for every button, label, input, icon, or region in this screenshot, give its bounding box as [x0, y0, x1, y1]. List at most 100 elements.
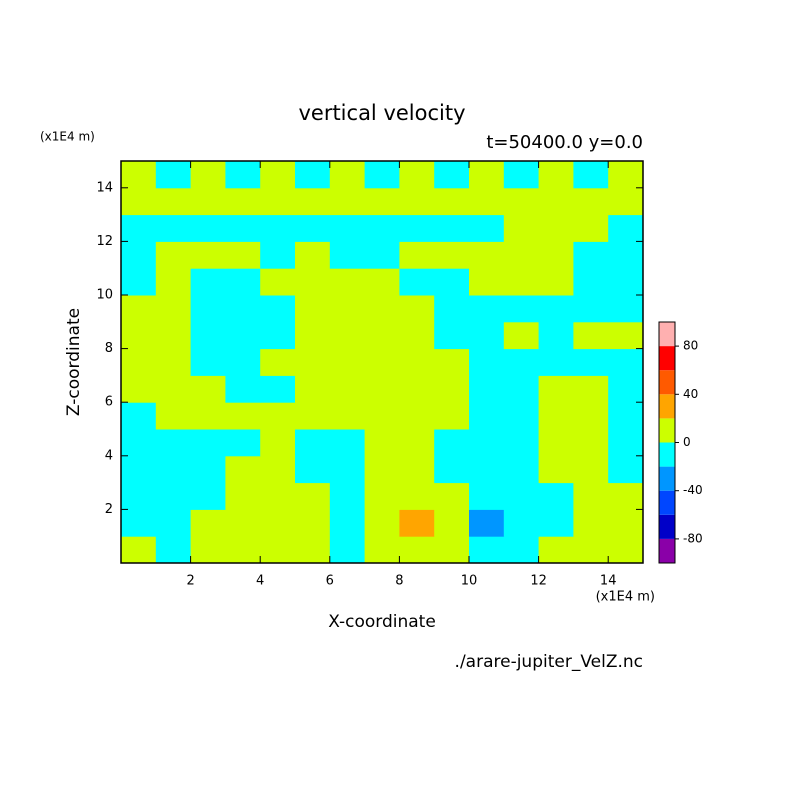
x-tick-label: 6 — [326, 574, 334, 589]
x-unit: (x1E4 m) — [596, 590, 655, 605]
y-tick-label: 6 — [105, 395, 113, 410]
contour-cell — [329, 402, 366, 430]
contour-cell — [573, 161, 609, 189]
contour-cell — [434, 536, 470, 564]
contour-cell — [364, 241, 400, 269]
contour-cell — [503, 268, 540, 296]
contour-cell — [329, 268, 366, 296]
contour-cell — [469, 455, 505, 484]
contour-cell — [503, 536, 540, 564]
contour-cell — [260, 482, 296, 510]
contour-cell — [538, 321, 574, 350]
contour-cell — [573, 375, 609, 403]
contour-cell — [608, 268, 644, 296]
contour-cell — [434, 268, 470, 296]
contour-cell — [121, 482, 157, 510]
contour-cell — [329, 429, 366, 457]
contour-cell — [190, 455, 226, 484]
contour-cell — [503, 402, 540, 430]
contour-cell — [573, 268, 609, 296]
contour-cell — [155, 214, 192, 242]
contour-cell — [260, 187, 296, 216]
contour-cell — [469, 268, 505, 296]
x-tick-label: 8 — [395, 574, 403, 589]
contour-cell — [538, 429, 574, 457]
contour-cell — [155, 348, 192, 376]
contour-cell — [573, 241, 609, 269]
contour-cell — [190, 509, 226, 537]
contour-cell — [190, 214, 226, 242]
contour-cell — [155, 429, 192, 457]
contour-cell — [434, 241, 470, 269]
contour-cell — [260, 536, 296, 564]
contour-cell — [121, 214, 157, 242]
contour-cell — [399, 536, 435, 564]
contour-cell — [295, 268, 331, 296]
contour-cell — [121, 241, 157, 269]
contour-cell — [608, 482, 644, 510]
contour-cell — [399, 509, 435, 537]
contour-cell — [573, 402, 609, 430]
contour-cell — [121, 455, 157, 484]
contour-cell — [329, 375, 366, 403]
contour-cell — [155, 161, 192, 189]
y-tick-label: 14 — [96, 180, 113, 195]
colorbar-tick-label: 80 — [683, 339, 698, 353]
contour-cell — [503, 321, 540, 350]
y-tick-label: 8 — [105, 341, 113, 356]
contour-cell — [538, 214, 574, 242]
contour-cell — [225, 536, 261, 564]
contour-cell — [155, 375, 192, 403]
contour-cell — [295, 402, 331, 430]
contour-cell — [190, 295, 226, 323]
contour-cell — [503, 161, 540, 189]
contour-cell — [121, 268, 157, 296]
contour-cell — [469, 295, 505, 323]
contour-cell — [260, 214, 296, 242]
contour-cell — [364, 214, 400, 242]
contour-cell — [538, 295, 574, 323]
contour-cell — [364, 268, 400, 296]
contour-cell — [399, 482, 435, 510]
contour-cell — [399, 375, 435, 403]
contour-cell — [399, 214, 435, 242]
contour-cell — [573, 482, 609, 510]
contour-cell — [225, 455, 261, 484]
contour-cell — [364, 509, 400, 537]
contour-cell — [295, 429, 331, 457]
contour-cell — [329, 321, 366, 350]
contour-cell — [573, 455, 609, 484]
contour-cell — [155, 482, 192, 510]
colorbar-tick-label: 40 — [683, 387, 698, 401]
contour-cell — [190, 482, 226, 510]
x-tick-label: 10 — [461, 574, 478, 589]
contour-cell — [573, 536, 609, 564]
contour-cell — [190, 402, 226, 430]
contour-cell — [364, 187, 400, 216]
contour-cell — [364, 161, 400, 189]
contour-cell — [295, 321, 331, 350]
contour-cell — [190, 161, 226, 189]
contour-cell — [503, 509, 540, 537]
contour-cell — [364, 348, 400, 376]
contour-cell — [190, 375, 226, 403]
y-tick-label: 2 — [105, 502, 113, 517]
contour-cell — [295, 187, 331, 216]
contour-cell — [608, 295, 644, 323]
contour-cell — [364, 482, 400, 510]
subtitle: t=50400.0 y=0.0 — [486, 132, 643, 153]
contour-cell — [121, 375, 157, 403]
contour-cell — [225, 375, 261, 403]
contour-cell — [155, 321, 192, 350]
contour-cell — [121, 321, 157, 350]
contour-cell — [538, 536, 574, 564]
contour-cell — [329, 482, 366, 510]
contour-cell — [190, 348, 226, 376]
contour-cell — [503, 455, 540, 484]
contour-cell — [434, 429, 470, 457]
plot-frame — [120, 160, 644, 564]
contour-cell — [399, 455, 435, 484]
contour-cell — [538, 268, 574, 296]
colorbar-segment — [659, 322, 675, 347]
contour-cell — [190, 241, 226, 269]
